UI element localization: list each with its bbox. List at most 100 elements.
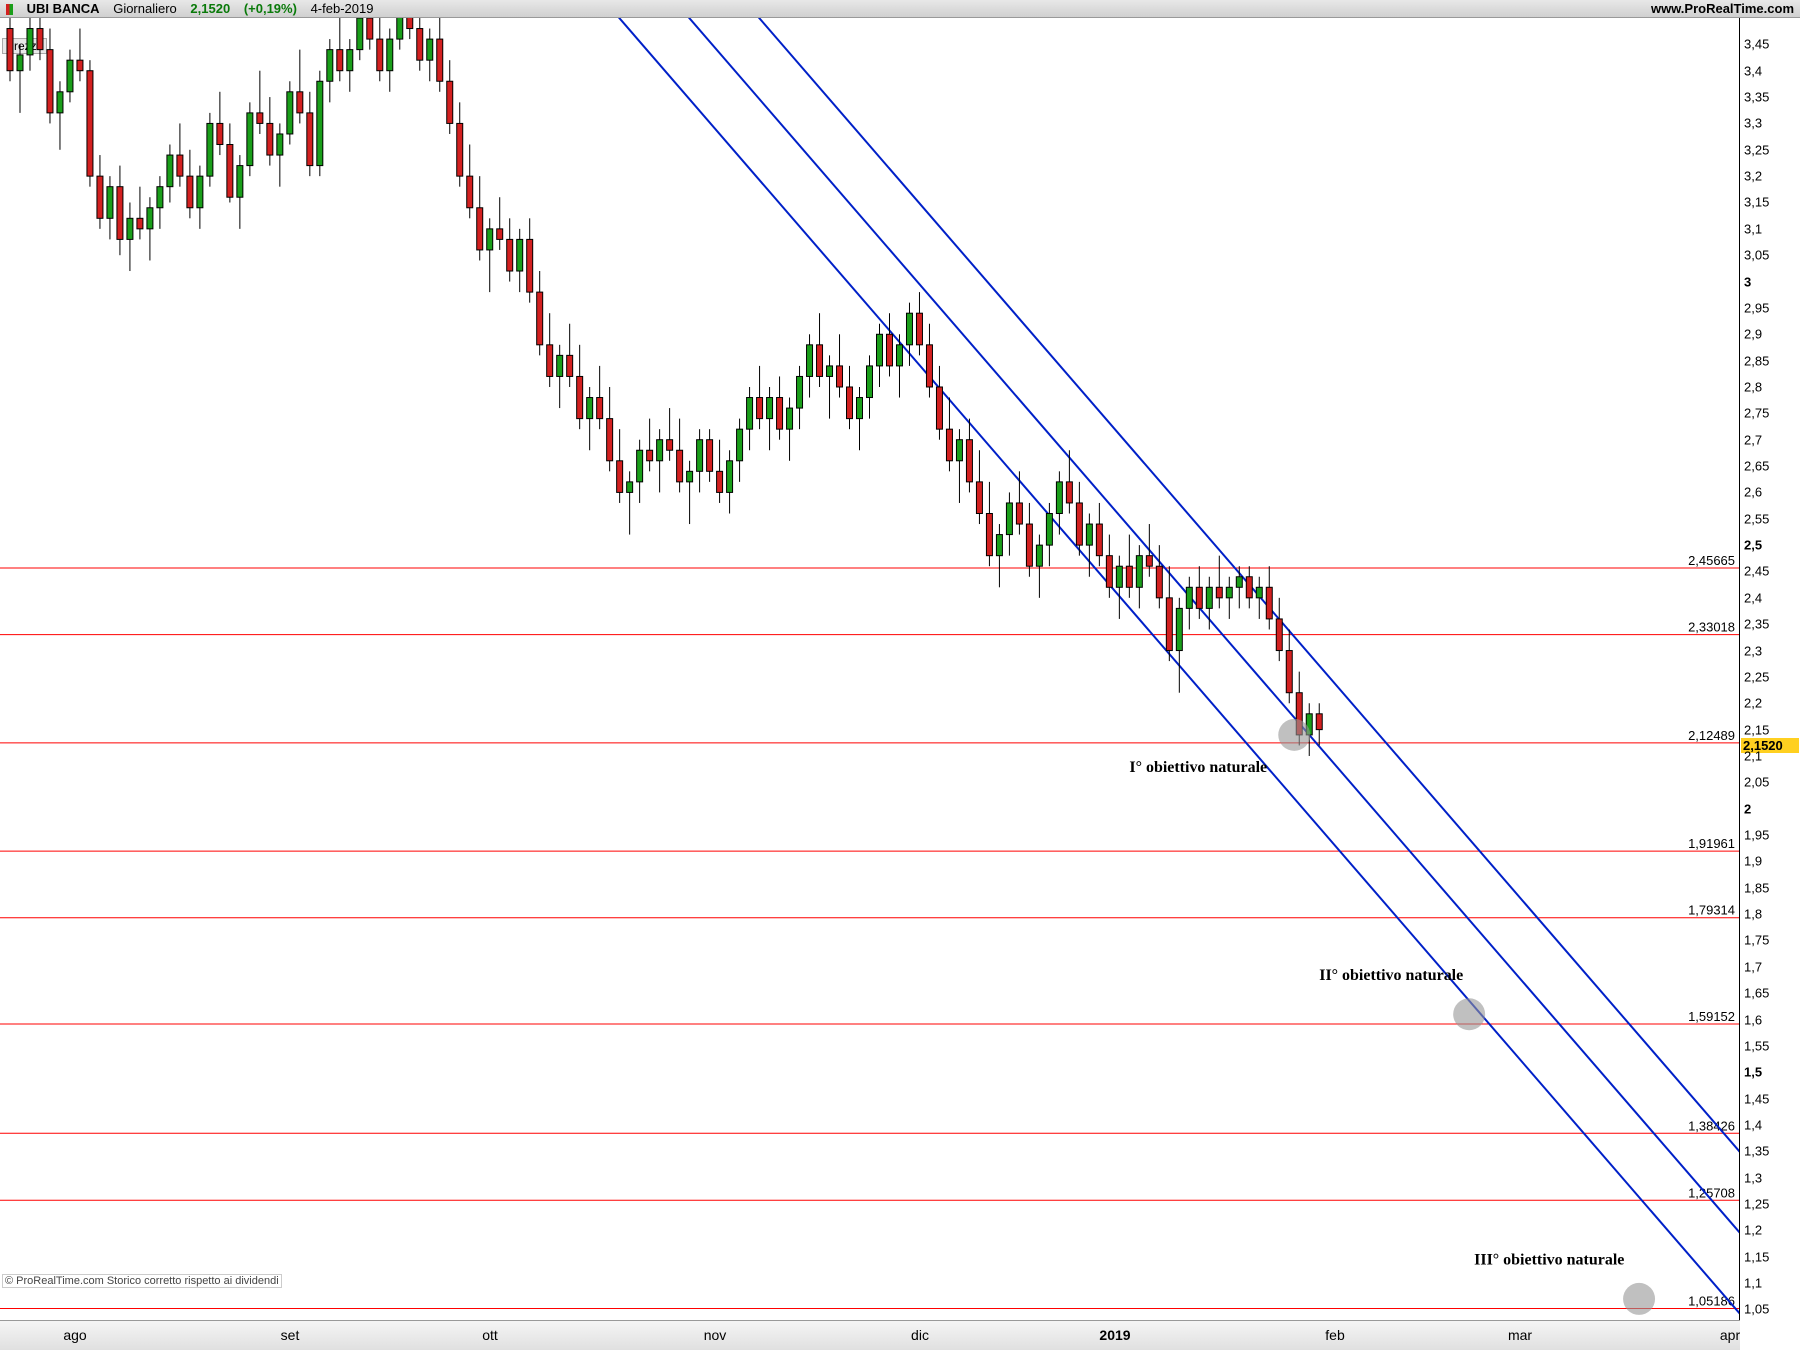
candle-body (67, 60, 73, 92)
y-tick: 2,95 (1744, 300, 1769, 315)
candle-body (467, 176, 473, 208)
candle-body (926, 345, 932, 387)
candle-body (107, 187, 113, 219)
target-marker (1623, 1283, 1655, 1315)
y-tick: 3,4 (1744, 63, 1762, 78)
chart-plot-area[interactable]: Prezzo 2,456652,330182,124891,919611,793… (0, 18, 1740, 1320)
hline-label: 2,33018 (1688, 620, 1735, 635)
trendline (530, 18, 1739, 1320)
y-tick: 1,15 (1744, 1249, 1769, 1264)
candle-body (1196, 587, 1202, 608)
candle-body (347, 50, 353, 71)
target-label: I° obiettivo naturale (1129, 759, 1267, 776)
x-tick: feb (1325, 1327, 1344, 1343)
candle-body (557, 355, 563, 376)
candle-body (37, 29, 43, 50)
candle-body (177, 155, 183, 176)
candle-body (237, 166, 243, 198)
candle-body (827, 366, 833, 377)
chart-svg: 2,456652,330182,124891,919611,793141,591… (0, 18, 1739, 1320)
y-tick: 3,35 (1744, 90, 1769, 105)
candle-body (7, 29, 13, 71)
candle-body (1276, 619, 1282, 651)
candle-body (857, 398, 863, 419)
y-tick: 1,85 (1744, 880, 1769, 895)
candle-body (1066, 482, 1072, 503)
candle-body (57, 92, 63, 113)
hline-label: 1,59152 (1688, 1009, 1735, 1024)
candle-body (807, 345, 813, 377)
candle-body (1016, 503, 1022, 524)
candle-body (1206, 587, 1212, 608)
y-tick: 3 (1744, 274, 1751, 289)
candle-body (447, 81, 453, 123)
y-tick: 1,7 (1744, 959, 1762, 974)
candle-body (1266, 587, 1272, 619)
candle-body (1146, 556, 1152, 567)
candle-body (717, 471, 723, 492)
candle-body (817, 345, 823, 377)
candle-body (1176, 608, 1182, 650)
candle-body (637, 450, 643, 482)
candle-body (47, 50, 53, 113)
candle-body (787, 408, 793, 429)
candle-body (357, 18, 363, 50)
y-tick: 1,35 (1744, 1144, 1769, 1159)
candle-body (117, 187, 123, 240)
candle-body (477, 208, 483, 250)
y-tick: 1,1 (1744, 1276, 1762, 1291)
candle-body (1096, 524, 1102, 556)
candle-body (417, 29, 423, 61)
candle-body (896, 345, 902, 366)
candle-body (1166, 598, 1172, 651)
candle-body (387, 39, 393, 71)
x-tick: ott (482, 1327, 498, 1343)
y-tick: 3,15 (1744, 195, 1769, 210)
y-tick: 2,1 (1744, 748, 1762, 763)
candle-body (1086, 524, 1092, 545)
candle-body (427, 39, 433, 60)
candle-body (547, 345, 553, 377)
candle-body (1226, 587, 1232, 598)
hline-label: 1,91961 (1688, 836, 1735, 851)
candle-body (487, 229, 493, 250)
trendline (600, 18, 1739, 1320)
candle-body (607, 419, 613, 461)
candle-body (657, 440, 663, 461)
candle-body (377, 39, 383, 71)
candle-body (757, 398, 763, 419)
candle-body (1256, 587, 1262, 598)
candle-body (577, 376, 583, 418)
candle-body (1286, 651, 1292, 693)
candle-body (886, 334, 892, 366)
y-tick: 2 (1744, 801, 1751, 816)
chart-date: 4-feb-2019 (311, 1, 374, 16)
candle-body (916, 313, 922, 345)
candle-body (1246, 577, 1252, 598)
candle-body (1076, 503, 1082, 545)
x-tick: nov (704, 1327, 727, 1343)
y-tick: 1,8 (1744, 907, 1762, 922)
y-tick: 1,25 (1744, 1197, 1769, 1212)
y-tick: 1,3 (1744, 1170, 1762, 1185)
y-tick: 1,45 (1744, 1091, 1769, 1106)
candle-body (327, 50, 333, 82)
y-tick: 3,05 (1744, 248, 1769, 263)
target-label: II° obiettivo naturale (1319, 967, 1463, 984)
candle-body (767, 398, 773, 419)
y-tick: 2,85 (1744, 353, 1769, 368)
x-tick: apr (1720, 1327, 1740, 1343)
candle-body (317, 81, 323, 165)
y-tick: 3,45 (1744, 37, 1769, 52)
candle-body (267, 123, 273, 155)
candle-body (597, 398, 603, 419)
candle-body (976, 482, 982, 514)
candle-body (986, 513, 992, 555)
candle-body (667, 440, 673, 451)
candle-body (996, 535, 1002, 556)
y-tick: 1,65 (1744, 986, 1769, 1001)
candle-body (956, 440, 962, 461)
candle-body (1186, 587, 1192, 608)
x-axis: agosetottnovdic2019febmarapr (0, 1320, 1740, 1350)
ticker-name: UBI BANCA (27, 1, 100, 16)
